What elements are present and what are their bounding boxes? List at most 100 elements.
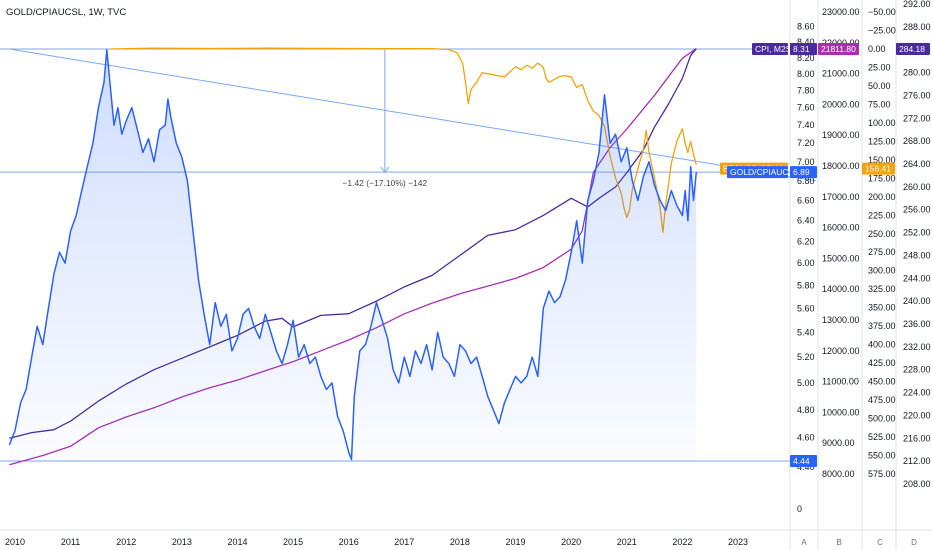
- axis-a-tick-label: 7.60: [797, 103, 815, 113]
- badge-gold: 6.89: [790, 166, 817, 179]
- axis-c-tick-label: 250.00: [868, 229, 896, 239]
- badge-low-box: [790, 455, 817, 467]
- axis-c-tick-label: 275.00: [868, 247, 896, 257]
- axis-b-tick-label: 10000.00: [822, 407, 860, 417]
- series-line-gold-cpiaucsl: [8, 49, 698, 461]
- axis-c-tick-label: 500.00: [868, 414, 896, 424]
- axis-c-tick-label: 225.00: [868, 210, 896, 220]
- axis-c-tick-label: 75.00: [868, 99, 891, 109]
- badge-btcusd: 156.41: [862, 162, 895, 175]
- axis-c-tick-label: 425.00: [868, 358, 896, 368]
- scale-letter-a: A: [801, 538, 807, 547]
- axis-b-tick-label: 12000.00: [822, 346, 860, 356]
- axis-a-tick-label: 8.60: [797, 21, 815, 31]
- axis-a-tick-label: 5.80: [797, 280, 815, 290]
- badge-gold-text: 6.89: [793, 167, 810, 177]
- axis-a-tick-label: 8.40: [797, 37, 815, 47]
- axis-c-tick-label: 325.00: [868, 284, 896, 294]
- axis-b-tick-label: 17000.00: [822, 192, 860, 202]
- badge-btcusd-box: [862, 162, 895, 175]
- series-area-gold-cpiaucsl: [9, 49, 697, 462]
- name-tag-gold: GOLD/CPIAUCSL: [727, 166, 799, 179]
- axis-c-tick-label: −25.00: [868, 25, 896, 35]
- axis-d-tick-label: 232.00: [903, 342, 931, 352]
- axis-a-tick-label: 7.40: [797, 120, 815, 130]
- axis-c-tick-label: 350.00: [868, 303, 896, 313]
- axis-b-tick-label: 8000.00: [822, 469, 855, 479]
- axis-d-tick-label: 236.00: [903, 319, 931, 329]
- axis-c-tick-label: 300.00: [868, 266, 896, 276]
- axis-c-tick-label: 150.00: [868, 155, 896, 165]
- axis-a-tick-label: 6.20: [797, 237, 815, 247]
- x-tick-label: 2020: [561, 537, 581, 547]
- x-tick-label: 2022: [672, 537, 692, 547]
- axis-a-tick-label: 8.20: [797, 53, 815, 63]
- axis-c-tick-label: 550.00: [868, 451, 896, 461]
- axis-d-tick-label: 220.00: [903, 410, 931, 420]
- x-tick-label: 2017: [394, 537, 414, 547]
- axis-a-tick-label: 5.40: [797, 327, 815, 337]
- axis-b-tick-label: 21000.00: [822, 69, 860, 79]
- axis-a-tick-label: 5.60: [797, 303, 815, 313]
- x-tick-label: 2023: [728, 537, 748, 547]
- axis-c-tick-label: 25.00: [868, 62, 891, 72]
- axis-d-tick-label: 224.00: [903, 388, 931, 398]
- x-tick-label: 2013: [172, 537, 192, 547]
- chart-title: GOLD/CPIAUCSL, 1W, TVC: [6, 7, 126, 18]
- axis-b-tick-label: 18000.00: [822, 161, 860, 171]
- axis-c-tick-label: 450.00: [868, 377, 896, 387]
- axis-d-tick-label: 212.00: [903, 456, 931, 466]
- value-badges: CPI, M2SL8.3121811.80284.18BTCUSD/CPIAUC…: [720, 43, 930, 467]
- axis-b-tick-label: 20000.00: [822, 99, 860, 109]
- axis-c-tick-label: 575.00: [868, 469, 896, 479]
- badge-cpi: 284.18: [896, 43, 930, 55]
- axis-d-tick-label: 276.00: [903, 90, 931, 100]
- axis-c-tick-label: 125.00: [868, 136, 896, 146]
- badge-a-cpi: 8.31: [790, 43, 817, 55]
- axis-a-tick-label: 7.00: [797, 157, 815, 167]
- axis-a-tick-label: 6.80: [797, 176, 815, 186]
- axis-d-tick-label: 252.00: [903, 228, 931, 238]
- x-tick-label: 2019: [506, 537, 526, 547]
- plot-area: −1.42 (−17.10%) −142: [0, 47, 816, 466]
- name-tag-cpi-m2sl: CPI, M2SL: [752, 43, 796, 55]
- axis-d-tick-label: 280.00: [903, 68, 931, 78]
- axis-a-tick-label: 4.60: [797, 433, 815, 443]
- axis-c-tick-label: 475.00: [868, 395, 896, 405]
- axis-a-tick-label: 6.40: [797, 216, 815, 226]
- trend-line: [9, 48, 816, 182]
- axis-a-tick-label: 7.80: [797, 86, 815, 96]
- badge-btcusd-text: 156.41: [865, 164, 891, 174]
- axis-d-tick-label: 272.00: [903, 113, 931, 123]
- axis-b-tick-label: 19000.00: [822, 130, 860, 140]
- x-tick-label: 2011: [61, 537, 80, 547]
- axis-b-tick-label: 11000.00: [822, 377, 859, 387]
- axis-d-tick-label: 208.00: [903, 479, 931, 489]
- axis-c-tick-label: 200.00: [868, 192, 896, 202]
- axis-b-tick-label: 14000.00: [822, 284, 860, 294]
- scale-letter-b: B: [836, 538, 841, 547]
- axis-c: −50.00 −25.00 0.00 25.00 50.00 75.00 100.00 125…: [868, 7, 896, 479]
- axis-c-tick-label: 525.00: [868, 432, 896, 442]
- name-tag-gold-text: GOLD/CPIAUCSL: [730, 167, 799, 177]
- name-tag-gold-box: [727, 166, 788, 179]
- axis-d-tick-label: 248.00: [903, 250, 931, 260]
- axis-a: 8.60 8.40 8.20 8.00 7.80 7.60 7.40 7.20 7.00 6.80…: [797, 21, 815, 514]
- name-tag-cpi-m2sl-text: CPI, M2SL: [755, 44, 796, 54]
- axis-a-tick-label: 4.80: [797, 405, 815, 415]
- measure-label: −1.42 (−17.10%) −142: [342, 178, 427, 188]
- axis-a-tick-label: 5.00: [797, 378, 815, 388]
- axis-b-tick-label: 22000.00: [822, 38, 860, 48]
- axis-b-tick-label: 23000.00: [822, 7, 860, 17]
- axis-b-tick-label: 13000.00: [822, 315, 860, 325]
- axis-b-tick-label: 16000.00: [822, 223, 860, 233]
- axis-c-tick-label: 0.00: [868, 44, 886, 54]
- axis-a-tick-label: 8.00: [797, 69, 815, 79]
- axis-d-tick-label: 288.00: [903, 22, 931, 32]
- axis-d-tick-label: 244.00: [903, 273, 931, 283]
- axis-d-tick-label: 268.00: [903, 136, 931, 146]
- badge-cpi-text: 284.18: [899, 44, 925, 54]
- x-tick-label: 2021: [617, 537, 637, 547]
- name-tag-cpi-m2sl-box: [752, 43, 788, 55]
- badge-m2sl: 21811.80: [818, 43, 859, 55]
